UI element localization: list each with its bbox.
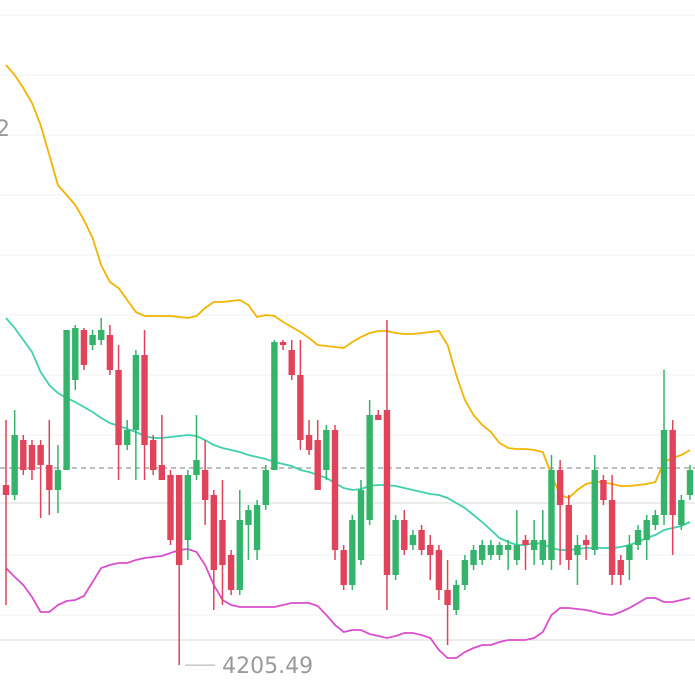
candle-body	[539, 540, 547, 560]
candle-body	[600, 480, 607, 500]
candle-body	[236, 520, 243, 590]
candle-body	[149, 440, 157, 470]
candle-body	[548, 470, 555, 560]
candle-body	[115, 370, 122, 445]
candle-body	[288, 350, 295, 375]
candle-body	[314, 440, 321, 490]
candle-body	[158, 465, 166, 480]
candle-body	[652, 515, 659, 525]
candle-body	[504, 545, 512, 550]
candle-body	[210, 495, 217, 570]
axis-label-fragment: 2	[0, 117, 10, 142]
candle-body	[89, 335, 96, 345]
candle-body	[279, 342, 287, 345]
candle-body	[556, 470, 564, 505]
candle-body	[72, 328, 79, 380]
candle-body	[626, 545, 633, 560]
candle-body	[453, 585, 460, 610]
candle-body	[63, 330, 70, 470]
candle-body	[608, 500, 616, 575]
candle-body	[11, 435, 18, 495]
candle-body	[487, 545, 495, 555]
candle-body	[513, 545, 521, 560]
candle-body	[98, 330, 105, 340]
candle-body	[470, 550, 477, 565]
candle-body	[219, 520, 226, 565]
candle-body	[167, 475, 174, 540]
candle-body	[46, 465, 53, 490]
candle-body	[383, 410, 391, 575]
candle-body	[331, 430, 339, 550]
candle-body	[375, 415, 382, 420]
candle-body	[461, 560, 469, 585]
candle-body	[357, 490, 365, 560]
low-label: 4205.49	[222, 654, 313, 679]
candle-body	[427, 545, 434, 555]
band-line	[5, 64, 691, 500]
candle-body	[435, 550, 443, 590]
candle-body	[366, 415, 373, 520]
candle-body	[193, 460, 200, 475]
candle-body	[418, 530, 425, 550]
candle-body	[323, 430, 330, 470]
candle-body	[305, 435, 313, 450]
candle-body	[184, 475, 192, 540]
candle-body	[444, 590, 451, 605]
candle-body	[669, 430, 676, 515]
candle-body	[678, 500, 685, 525]
candle-body	[686, 470, 694, 495]
candle-body	[2, 485, 10, 495]
candle-body	[634, 530, 642, 545]
candle-body	[392, 520, 399, 575]
candle-body	[565, 505, 572, 560]
candle-body	[271, 342, 278, 470]
candle-body	[20, 440, 27, 470]
candle-body	[262, 470, 269, 505]
candle-body	[37, 445, 44, 465]
candle-body	[253, 505, 261, 550]
candle-body	[479, 545, 486, 560]
candle-body	[349, 520, 356, 585]
candle-body	[409, 535, 417, 545]
candle-body	[175, 475, 183, 565]
candle-body	[227, 555, 235, 590]
candle-body	[660, 430, 668, 515]
candle-body	[617, 560, 624, 575]
candle-body	[496, 545, 503, 555]
candle-body	[201, 470, 209, 500]
candle-body	[340, 550, 347, 585]
grid	[0, 14, 695, 641]
candle-body	[132, 355, 140, 430]
candle-body	[80, 330, 88, 365]
candle-body	[106, 335, 114, 370]
candle-body	[582, 540, 590, 545]
candle-body	[522, 540, 529, 545]
candle-body	[574, 545, 581, 555]
candle-body	[643, 520, 650, 540]
candle-body	[141, 355, 148, 445]
candle-body	[245, 510, 252, 525]
candle-body	[591, 470, 598, 550]
band-line	[5, 548, 691, 659]
candle-body	[401, 520, 408, 550]
candle-body	[54, 470, 62, 490]
candle-body	[297, 375, 304, 440]
candle-body	[124, 430, 131, 445]
candle-body	[28, 445, 36, 470]
candle-body	[530, 540, 538, 550]
